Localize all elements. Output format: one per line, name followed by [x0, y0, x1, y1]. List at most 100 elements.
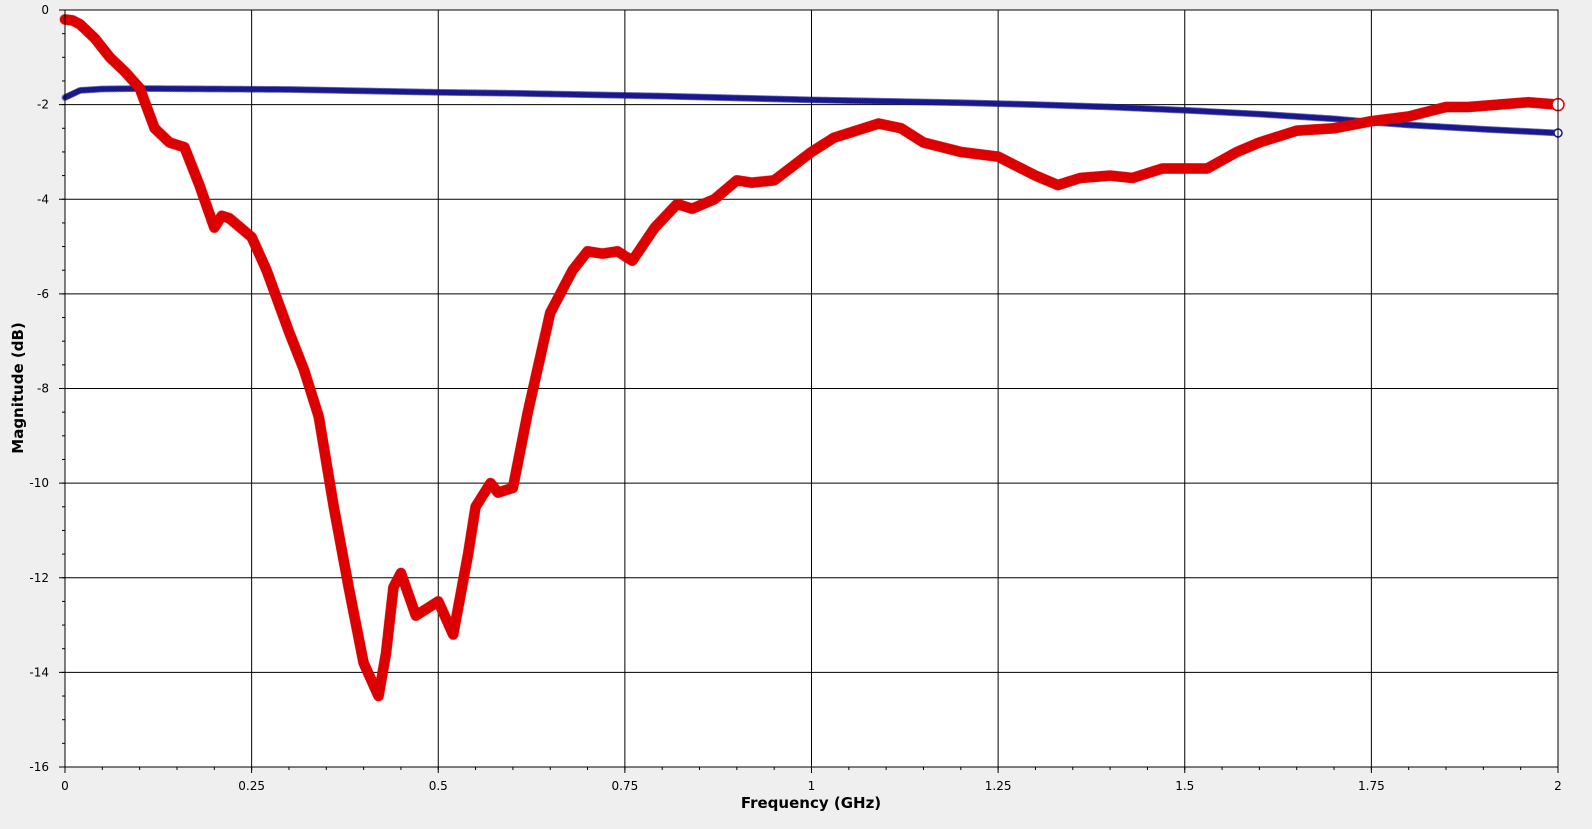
series-point: [332, 86, 340, 94]
series-point: [725, 94, 733, 102]
series-point: [569, 90, 577, 98]
series-point: [671, 92, 679, 100]
series-point: [389, 87, 397, 95]
series-point: [1432, 123, 1440, 131]
series-point: [163, 85, 171, 93]
series-point: [1231, 109, 1239, 117]
series-point: [1303, 113, 1311, 121]
series-point: [1293, 112, 1301, 120]
series-point: [1507, 127, 1515, 135]
series-point: [244, 230, 256, 242]
series-point: [651, 92, 659, 100]
series-point: [745, 94, 753, 102]
series-point: [325, 86, 333, 94]
series-point: [539, 90, 547, 98]
series-point: [439, 88, 447, 96]
series-point: [979, 99, 987, 107]
series-point: [668, 92, 676, 100]
series-point: [832, 96, 840, 104]
series-point: [964, 99, 972, 107]
series-point: [815, 96, 823, 104]
series-point: [992, 100, 1000, 108]
y-tick-label: -14: [29, 665, 49, 679]
series-point: [882, 97, 890, 105]
series-point: [1325, 115, 1333, 123]
series-point: [613, 91, 621, 99]
series-point: [101, 85, 109, 93]
series-point: [156, 85, 164, 93]
series-point: [1300, 113, 1308, 121]
series-point: [954, 99, 962, 107]
series-point: [469, 89, 477, 97]
series-point: [1285, 112, 1293, 120]
series-point: [683, 93, 691, 101]
series-point: [282, 85, 290, 93]
series-point: [419, 88, 427, 96]
series-point: [544, 90, 552, 98]
series-point: [494, 89, 502, 97]
series-point: [464, 89, 472, 97]
series-point: [897, 98, 905, 106]
series-point: [285, 85, 293, 93]
series-point: [220, 85, 228, 93]
series-point: [952, 99, 960, 107]
series-point: [1235, 109, 1243, 117]
series-point: [258, 85, 266, 93]
series-point: [198, 85, 206, 93]
series-point: [887, 97, 895, 105]
series-point: [917, 98, 925, 106]
series-point: [1412, 121, 1420, 129]
series-point: [168, 85, 176, 93]
y-tick-label: 0: [41, 3, 49, 17]
series-point: [1061, 102, 1069, 110]
series-point: [467, 89, 475, 97]
series-point: [750, 94, 758, 102]
series-point: [404, 88, 412, 96]
series-point: [705, 93, 713, 101]
grid: [65, 10, 1558, 767]
series-point: [146, 85, 154, 93]
series-point: [653, 92, 661, 100]
series-point: [1044, 101, 1052, 109]
series-point: [902, 98, 910, 106]
series-point: [516, 89, 524, 97]
series-point: [1320, 114, 1328, 122]
series-point: [310, 86, 318, 94]
series-point: [118, 85, 126, 93]
series-point: [860, 97, 868, 105]
series-point: [387, 87, 395, 95]
series-point: [1133, 104, 1141, 112]
series-point: [723, 94, 731, 102]
series-point: [429, 88, 437, 96]
series-point: [1260, 110, 1268, 118]
series-point: [459, 89, 467, 97]
series-point: [185, 85, 193, 93]
series-point: [392, 88, 400, 96]
series-point: [130, 78, 142, 90]
series-layer: [59, 13, 1565, 702]
series-point: [942, 98, 950, 106]
series-point: [822, 96, 830, 104]
series-point: [1128, 104, 1136, 112]
series-point: [375, 87, 383, 95]
series-point: [1031, 101, 1039, 109]
series-point: [1079, 102, 1087, 110]
series-point: [1166, 106, 1174, 114]
x-tick-label: 0.25: [238, 779, 265, 793]
series-point: [1487, 126, 1495, 134]
series-point: [499, 89, 507, 97]
series-point: [669, 200, 681, 212]
series-point: [210, 85, 218, 93]
series-point: [919, 98, 927, 106]
series-point: [623, 91, 631, 99]
series-point: [835, 96, 843, 104]
series-point: [922, 98, 930, 106]
series-point: [1193, 107, 1201, 115]
series-point: [230, 85, 238, 93]
series-point: [300, 86, 308, 94]
series-point: [755, 95, 763, 103]
series-point: [910, 98, 918, 106]
series-point: [743, 94, 751, 102]
series-point: [312, 86, 320, 94]
series-point: [574, 91, 582, 99]
